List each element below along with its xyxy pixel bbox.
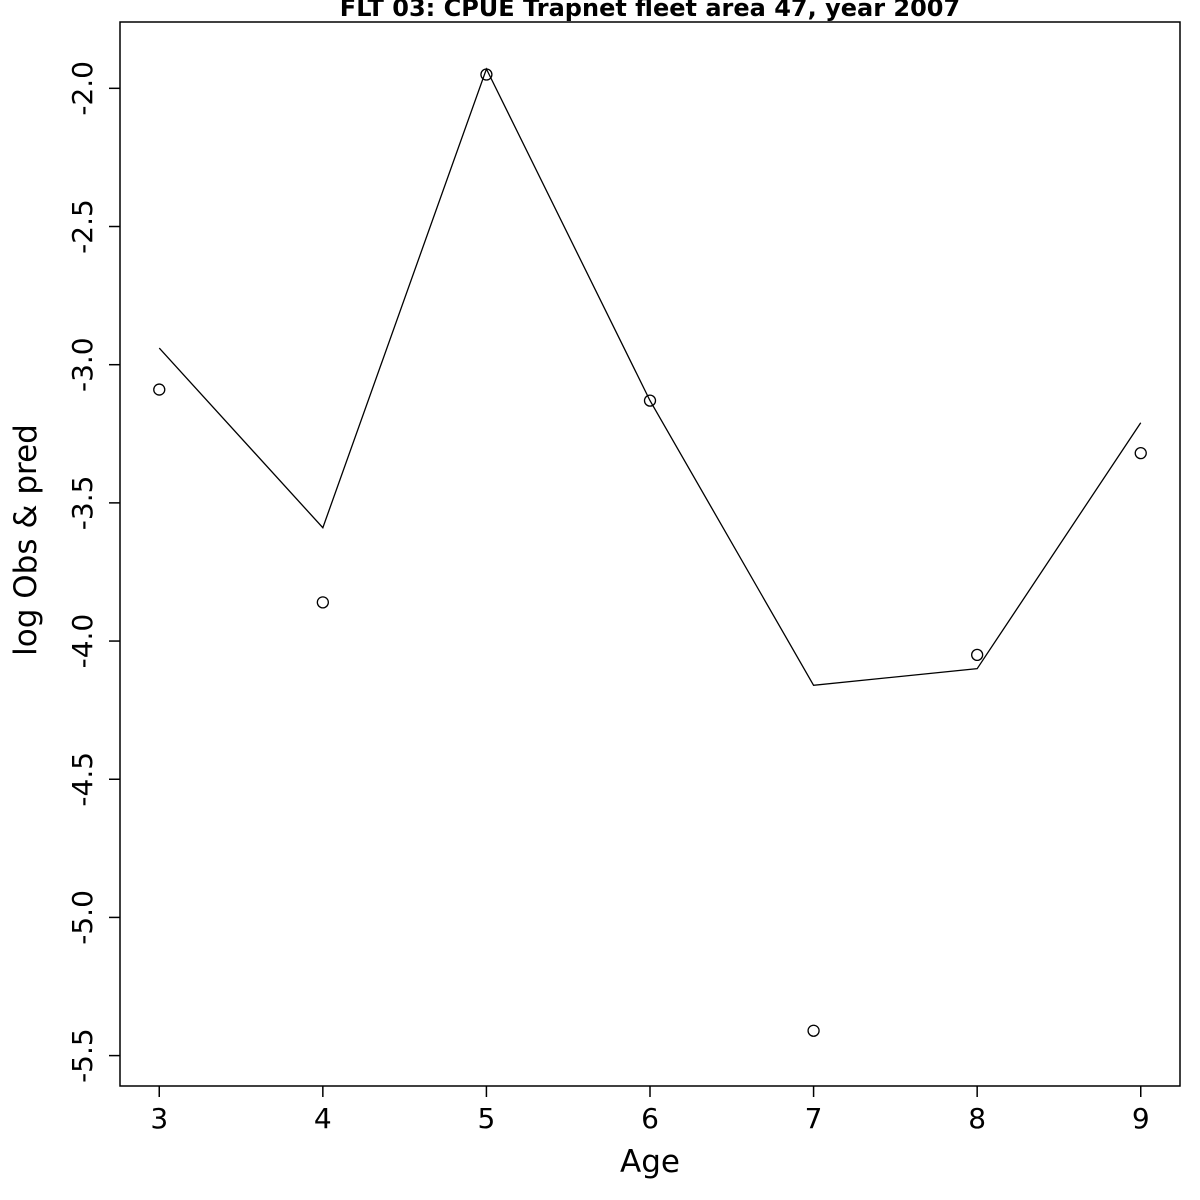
plot-box [119,21,1181,1087]
x-tick-label: 7 [805,1102,823,1135]
x-axis: 3 4 5 6 7 8 9 [150,1086,1150,1135]
chart-title: FLT 03: CPUE Trapnet fleet area 47, year… [340,0,960,22]
plot-frame [119,21,1181,1087]
obs-point [153,383,166,396]
y-tick-label: -3.5 [66,476,99,531]
obs-point [1134,446,1147,460]
x-tick-label: 6 [641,1102,659,1135]
y-tick-label: -2.0 [66,61,99,116]
pred-line-series [158,67,1142,686]
y-tick-label: -3.0 [66,337,99,392]
x-tick-label: 5 [478,1102,496,1135]
y-tick-label: -5.0 [66,890,99,945]
x-axis-label: Age [620,1144,680,1180]
y-tick-label: -5.5 [66,1028,99,1083]
y-tick-label: -4.0 [66,614,99,669]
x-tick-label: 9 [1132,1102,1150,1135]
obs-point [316,596,329,609]
x-tick-label: 3 [150,1102,168,1135]
y-tick-label: -2.5 [66,199,99,254]
pred-line [158,67,1142,686]
obs-point [807,1024,820,1037]
x-tick-label: 4 [314,1102,332,1135]
y-axis-label: log Obs & pred [8,424,44,656]
x-tick-label: 8 [968,1102,986,1135]
y-axis: -2.0 -2.5 -3.0 -3.5 -4.0 -4.5 -5.0 -5.5 [66,61,120,1083]
obs-point-series [153,68,1147,1037]
obs-point [480,68,493,81]
obs-point [971,648,984,662]
y-tick-label: -4.5 [66,752,99,807]
obs-point [643,394,657,407]
